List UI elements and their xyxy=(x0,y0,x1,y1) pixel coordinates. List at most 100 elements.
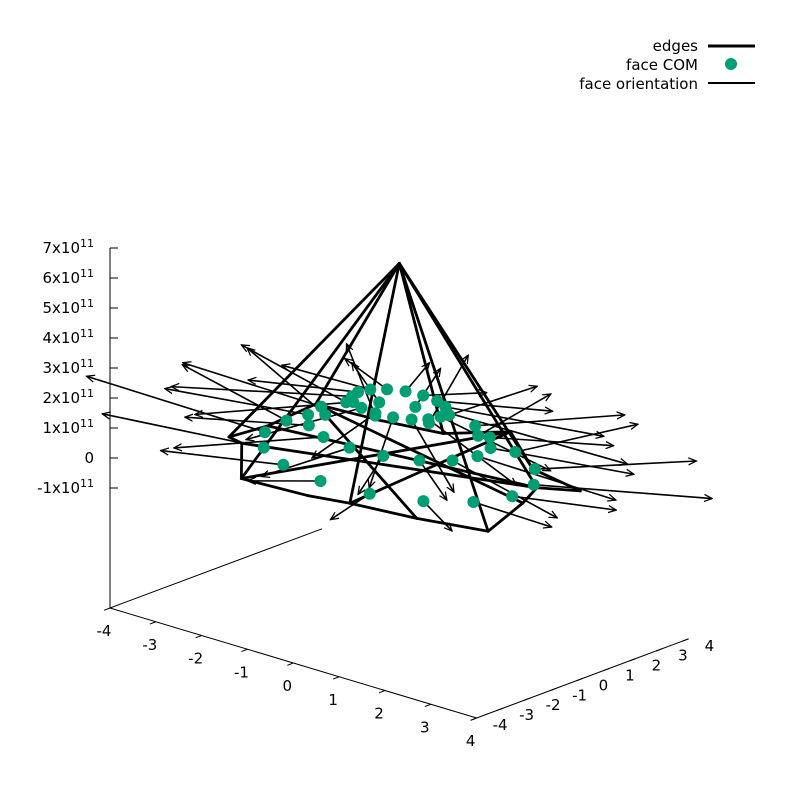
z-tick-label: -1x1011 xyxy=(37,477,94,497)
y-tick-label: 2 xyxy=(652,657,662,675)
face-orientation-arrow xyxy=(440,416,551,472)
x-tick-mark xyxy=(332,676,340,680)
face-com-point xyxy=(484,442,497,455)
x-tick-label: -3 xyxy=(142,636,157,654)
legend: edges face COM face orientation xyxy=(579,37,755,93)
edge-apex xyxy=(227,261,401,439)
legend-label-edges: edges xyxy=(653,37,699,55)
face-orientation-arrow xyxy=(352,363,380,403)
face-orientation-arrow xyxy=(410,419,454,492)
face-orientation-arrow xyxy=(533,483,712,499)
face-orientation-arrow xyxy=(452,459,557,518)
x-tick-label: 4 xyxy=(466,732,476,750)
x-tick-label: -2 xyxy=(188,650,203,668)
face-com-point xyxy=(399,385,412,398)
x-tick-mark xyxy=(149,621,157,625)
floor-edge-back-left xyxy=(109,528,323,609)
face-orientation-arrow xyxy=(312,412,376,458)
edge-apex xyxy=(314,261,401,406)
face-orientation-arrow xyxy=(102,414,264,449)
face-orientation-arrow xyxy=(423,393,487,396)
face-orientation-arrow xyxy=(477,455,615,500)
face-orientation-arrow xyxy=(282,365,371,391)
face-com-point xyxy=(413,454,426,467)
face-com-point xyxy=(317,430,330,443)
face-orientation-arrow xyxy=(347,344,376,416)
y-tick-mark xyxy=(549,687,557,692)
edge-apex xyxy=(239,261,401,480)
y-tick-label: -4 xyxy=(493,716,508,734)
face-orientation-arrow xyxy=(489,436,614,445)
face-orientation-arrow xyxy=(427,418,517,485)
face-com-point xyxy=(446,454,459,467)
edge-base xyxy=(415,516,490,533)
face-orientation-arrow xyxy=(165,389,309,416)
face-orientation-arrow xyxy=(330,493,371,520)
x-tick-label: 3 xyxy=(420,718,430,736)
face-orientation-arrow xyxy=(241,345,347,403)
face-orientation-arrow xyxy=(418,459,447,500)
face-orientation-arrow xyxy=(358,455,384,495)
x-tick-label: -4 xyxy=(97,622,112,640)
edge-base xyxy=(377,418,445,435)
z-tick-label: 3x1011 xyxy=(42,357,94,377)
y-tick-label: -1 xyxy=(572,686,587,704)
y-tick-label: 4 xyxy=(705,637,715,655)
x-tick-mark xyxy=(195,635,202,639)
face-orientation-arrow xyxy=(512,495,616,510)
face-com-point xyxy=(422,413,435,426)
face-orientation-arrow xyxy=(345,359,388,390)
edge-base-diagonal xyxy=(239,430,512,480)
edge-base xyxy=(266,402,318,428)
face-orientation-arrow xyxy=(448,386,537,416)
edge-base xyxy=(486,501,525,533)
face-orientation-layer xyxy=(87,344,713,531)
face-orientation-arrow xyxy=(261,446,350,477)
x-tick-mark xyxy=(103,607,111,611)
face-orientation-arrow xyxy=(473,501,551,527)
face-com-point xyxy=(277,458,290,471)
face-com-point xyxy=(506,490,519,503)
y-tick-mark xyxy=(496,707,504,711)
face-com-point xyxy=(472,429,485,442)
z-tick-label: 2x1011 xyxy=(42,387,94,407)
face-com-point xyxy=(527,478,540,491)
face-orientation-arrow xyxy=(477,394,551,437)
edge-apex xyxy=(348,261,401,505)
face-com-point xyxy=(373,396,386,409)
x-tick-label: 2 xyxy=(374,705,384,723)
x-tick-mark xyxy=(287,662,294,666)
y-tick-mark xyxy=(602,668,610,672)
face-com-point xyxy=(381,383,394,396)
face-orientation-arrow xyxy=(414,368,440,408)
face-com-layer xyxy=(257,383,541,508)
edge-base-diagonal xyxy=(266,424,539,490)
y-tick-label: -3 xyxy=(519,706,534,724)
face-com-point xyxy=(369,407,382,420)
edge-base xyxy=(535,486,582,493)
face-com-point xyxy=(443,409,456,422)
face-com-point xyxy=(343,441,356,454)
z-tick-label: 6x1011 xyxy=(42,267,94,287)
face-com-point xyxy=(469,419,482,432)
face-com-point xyxy=(431,394,444,407)
face-com-point xyxy=(302,408,315,421)
edge-apex xyxy=(397,261,535,471)
y-tick-mark xyxy=(682,638,689,642)
z-tick-label: 7x1011 xyxy=(42,237,94,257)
axes: -4-3-2-101234-4-3-2-1012347x10116x10115x… xyxy=(37,237,714,750)
face-com-point xyxy=(409,400,422,413)
y-tick-label: -2 xyxy=(546,696,561,714)
face-orientation-arrow xyxy=(161,451,284,466)
face-com-point xyxy=(314,474,327,487)
face-orientation-arrow xyxy=(182,365,287,422)
face-orientation-arrow xyxy=(404,363,430,392)
face-com-point xyxy=(417,495,430,508)
face-com-point xyxy=(364,383,377,396)
x-tick-label: 0 xyxy=(283,677,293,695)
face-com-point xyxy=(471,450,484,463)
face-orientation-arrow xyxy=(534,461,697,470)
edge-base-diagonal xyxy=(314,402,525,505)
face-com-point xyxy=(467,495,480,508)
